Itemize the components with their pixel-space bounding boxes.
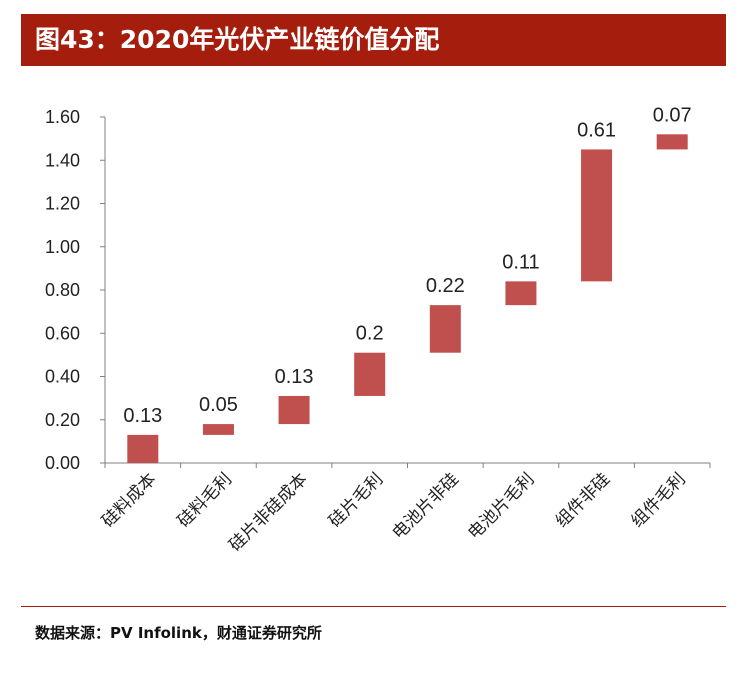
data-label: 0.11 <box>502 251 539 273</box>
y-tick-label: 1.60 <box>45 107 80 127</box>
source-note: 数据来源：PV Infolink，财通证券研究所 <box>35 624 322 642</box>
bar <box>127 434 159 463</box>
y-tick-label: 1.00 <box>45 237 80 257</box>
chart-title: 图43：2020年光伏产业链价值分配 <box>35 25 440 54</box>
bar <box>354 352 386 396</box>
category-label: 硅料成本 <box>98 469 160 531</box>
data-label: 0.22 <box>426 275 465 297</box>
bar <box>656 134 688 150</box>
category-label: 电池片毛利 <box>464 469 538 543</box>
title-bar: 图43：2020年光伏产业链价值分配 <box>21 14 726 66</box>
y-tick-label: 1.20 <box>45 194 80 214</box>
bar <box>581 149 613 282</box>
y-tick-label: 0.60 <box>45 323 80 343</box>
data-label: 0.07 <box>653 104 692 126</box>
category-label: 硅片非硅成本 <box>225 469 311 555</box>
source-divider <box>21 606 726 607</box>
y-tick-label: 0.20 <box>45 410 80 430</box>
y-tick-label: 0.00 <box>45 453 80 473</box>
waterfall-chart: 0.00 0.20 0.40 0.60 0.80 1.00 1.20 1.40 1.60 0.13… <box>45 104 711 556</box>
bar <box>202 424 234 435</box>
bar <box>278 395 310 425</box>
category-label: 电池片非硅 <box>389 469 463 543</box>
data-label: 0.13 <box>275 366 314 388</box>
category-label: 硅片毛利 <box>325 469 387 531</box>
y-tick-label: 1.40 <box>45 150 80 170</box>
category-label: 硅料毛利 <box>174 469 236 531</box>
bar <box>505 281 537 306</box>
y-tick-label: 0.80 <box>45 280 80 300</box>
data-label: 0.13 <box>123 405 162 427</box>
data-label: 0.61 <box>577 119 616 141</box>
y-tick-label: 0.40 <box>45 367 80 387</box>
data-label: 0.2 <box>356 323 384 345</box>
bar <box>429 305 461 353</box>
category-label: 组件毛利 <box>627 469 689 531</box>
category-label: 组件非硅 <box>552 469 614 531</box>
data-label: 0.05 <box>199 394 238 416</box>
